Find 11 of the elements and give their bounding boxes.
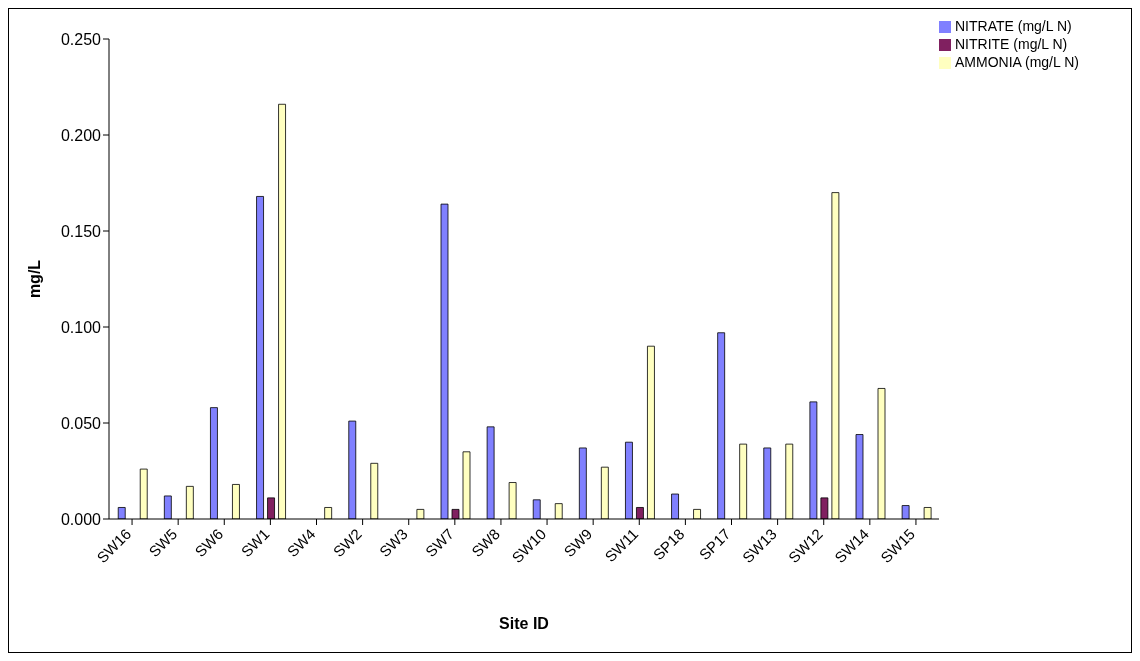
y-tick-label: 0.100 [60,318,102,336]
y-tick-label: 0.250 [60,30,102,48]
y-tick-label: 0.050 [60,414,102,432]
y-tick-label: 0.000 [60,510,102,528]
y-axis-title: mg/L [25,259,43,299]
legend-label: NITRITE (mg/L N) [955,36,1068,52]
x-axis-title: Site ID [499,615,549,632]
legend-label: NITRATE (mg/L N) [955,18,1072,34]
y-tick-label: 0.150 [60,222,102,240]
y-tick-label: 0.200 [60,126,102,144]
legend-label: AMMONIA (mg/L N) [955,54,1079,70]
